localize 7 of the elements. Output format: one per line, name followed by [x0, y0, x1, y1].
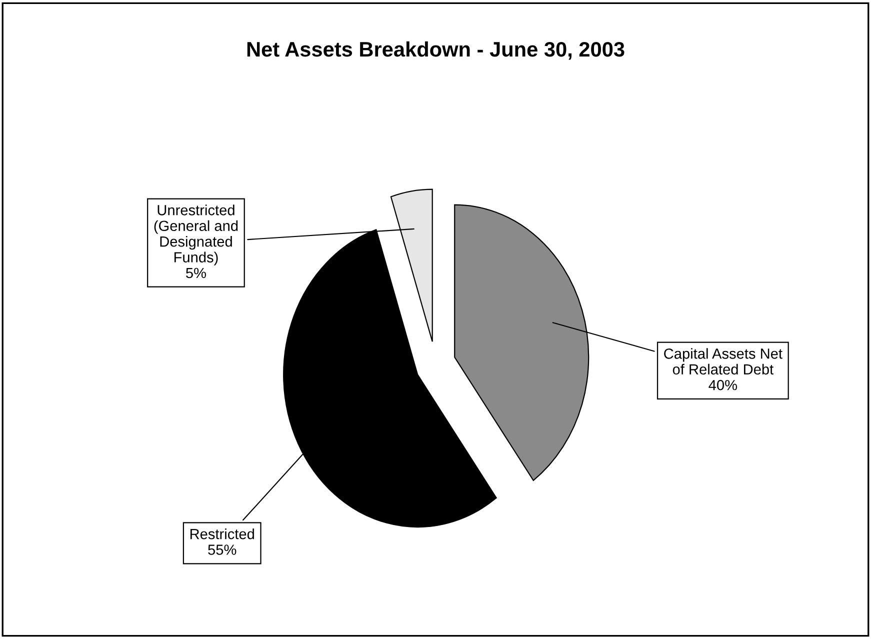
slice-label: Capital Assets Net of Related Debt	[664, 348, 782, 375]
slice-label: Unrestricted (General and Designated Funds)	[154, 204, 238, 266]
data-label: 40%	[708, 380, 738, 390]
chart-title: Net Assets Breakdown - June 30, 2003	[247, 41, 624, 60]
data-label: 5%	[186, 268, 206, 278]
slice-label: Restricted	[190, 528, 254, 540]
data-label: 55%	[208, 544, 236, 555]
